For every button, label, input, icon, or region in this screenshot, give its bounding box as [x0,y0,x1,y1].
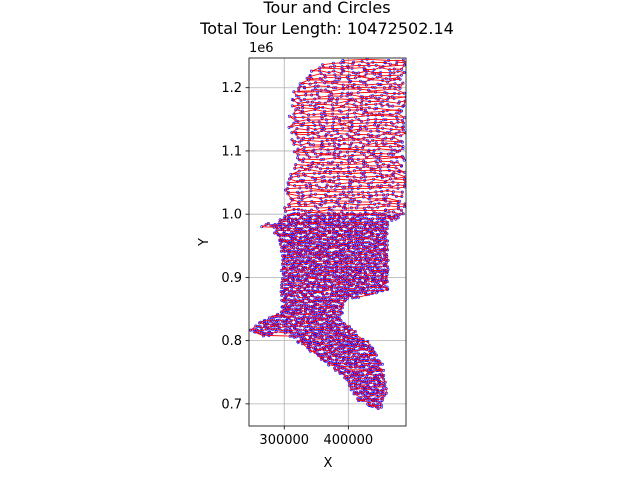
tour-circle [336,225,340,229]
tour-circle [353,131,357,135]
tour-circle [295,156,299,160]
x-tick-label: 300000 [259,433,309,448]
tour-circle [394,217,398,221]
tour-circle [372,224,376,228]
tour-circle [292,233,296,237]
tour-circle [376,233,380,237]
y-tick-label: 1.2 [221,81,242,96]
tour-circle [337,219,341,223]
tour-circle [278,239,282,243]
tour-circle [402,158,406,162]
tour-circle [390,218,394,222]
tour-circle [361,173,365,177]
tour-circle [381,141,385,145]
tour-circle [367,140,371,144]
tour-circle [298,227,302,231]
tour-circle [401,81,405,85]
chart-subtitle: Total Tour Length: 10472502.14 [199,19,454,38]
tour-circle [348,182,352,186]
tour-circle [284,188,288,192]
y-tick-label: 1.0 [221,208,242,223]
tour-circle [399,164,403,168]
tour-circle [273,222,277,226]
x-axis-label: X [324,456,333,471]
tour-circle [401,147,405,151]
tour-circle [400,140,404,144]
tour-circle [343,225,347,229]
tour-circle [287,125,291,129]
tour-circle [279,225,283,229]
tour-circle [283,216,287,220]
tour-circle [311,227,315,231]
tour-circle [391,122,395,126]
tour-circle [385,232,389,236]
tour-circle [266,222,270,226]
tour-circle [306,233,310,237]
y-tick-label: 0.8 [221,334,242,349]
tour-circle [395,111,399,115]
tour-layer [249,58,406,410]
y-axis-label: Y [197,238,212,247]
tour-circle [338,227,342,231]
tour-circle [330,241,334,245]
tour-circle [322,227,326,231]
tour-circle [355,215,359,219]
tour-circle [399,208,403,212]
tour-circle [275,224,279,228]
tour-circle [329,98,333,102]
tour-circle [308,216,312,220]
tour-circle [382,143,386,147]
tour-circle [290,138,294,142]
tour-circle [345,216,349,220]
tour-circle [350,159,354,163]
y-tick-label: 0.9 [221,271,242,286]
tour-circle [331,96,335,100]
tour-circle [375,161,379,165]
y-tick-label: 0.7 [221,397,242,412]
y-tick-label: 1.1 [221,144,242,159]
tour-circle [289,221,293,225]
tour-circle [397,83,401,87]
tour-circle [319,203,323,207]
tour-circle [290,236,294,240]
tour-circle [369,224,373,228]
x-tick-label: 400000 [324,433,374,448]
tour-circle [333,236,337,240]
chart-title: Tour and Circles [262,0,390,17]
tour-circle [358,167,362,171]
tour-circle [304,234,308,238]
tour-circle [285,224,289,228]
y-offset-label: 1e6 [249,41,274,56]
tour-circle [392,135,396,139]
tour-circle [264,223,268,227]
tour-circle [329,214,333,218]
